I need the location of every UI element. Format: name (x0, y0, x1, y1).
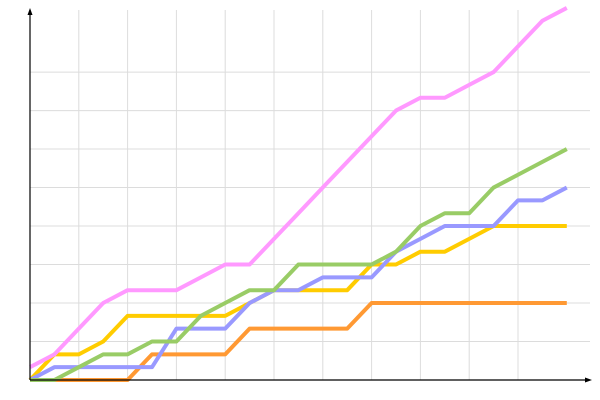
y-axis-arrow (27, 8, 33, 15)
x-axis-arrow (585, 377, 592, 383)
series-line-2 (29, 185, 568, 382)
grid (30, 10, 590, 380)
series-group (28, 6, 568, 382)
axes (27, 8, 592, 383)
series-line-0 (29, 6, 568, 369)
series-line-1 (30, 147, 568, 382)
